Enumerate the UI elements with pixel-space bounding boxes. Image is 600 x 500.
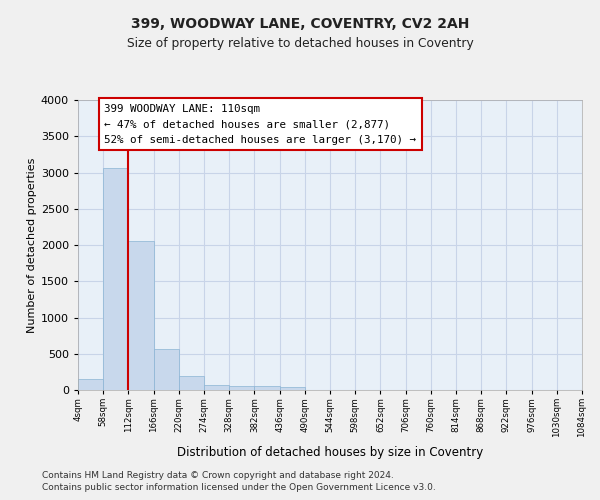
Text: 399, WOODWAY LANE, COVENTRY, CV2 2AH: 399, WOODWAY LANE, COVENTRY, CV2 2AH [131, 18, 469, 32]
Bar [280, 387, 305, 390]
Y-axis label: Number of detached properties: Number of detached properties [26, 158, 37, 332]
Text: Contains HM Land Registry data © Crown copyright and database right 2024.: Contains HM Land Registry data © Crown c… [42, 470, 394, 480]
Bar [229, 386, 254, 390]
X-axis label: Distribution of detached houses by size in Coventry: Distribution of detached houses by size … [177, 446, 483, 458]
Bar [103, 168, 128, 390]
Bar [154, 348, 179, 390]
Bar [128, 240, 154, 390]
Text: Size of property relative to detached houses in Coventry: Size of property relative to detached ho… [127, 38, 473, 51]
Text: 399 WOODWAY LANE: 110sqm
← 47% of detached houses are smaller (2,877)
52% of sem: 399 WOODWAY LANE: 110sqm ← 47% of detach… [104, 104, 416, 145]
Text: Contains public sector information licensed under the Open Government Licence v3: Contains public sector information licen… [42, 483, 436, 492]
Bar [204, 385, 229, 390]
Bar [179, 376, 204, 390]
Bar [254, 386, 280, 390]
Bar [78, 379, 103, 390]
